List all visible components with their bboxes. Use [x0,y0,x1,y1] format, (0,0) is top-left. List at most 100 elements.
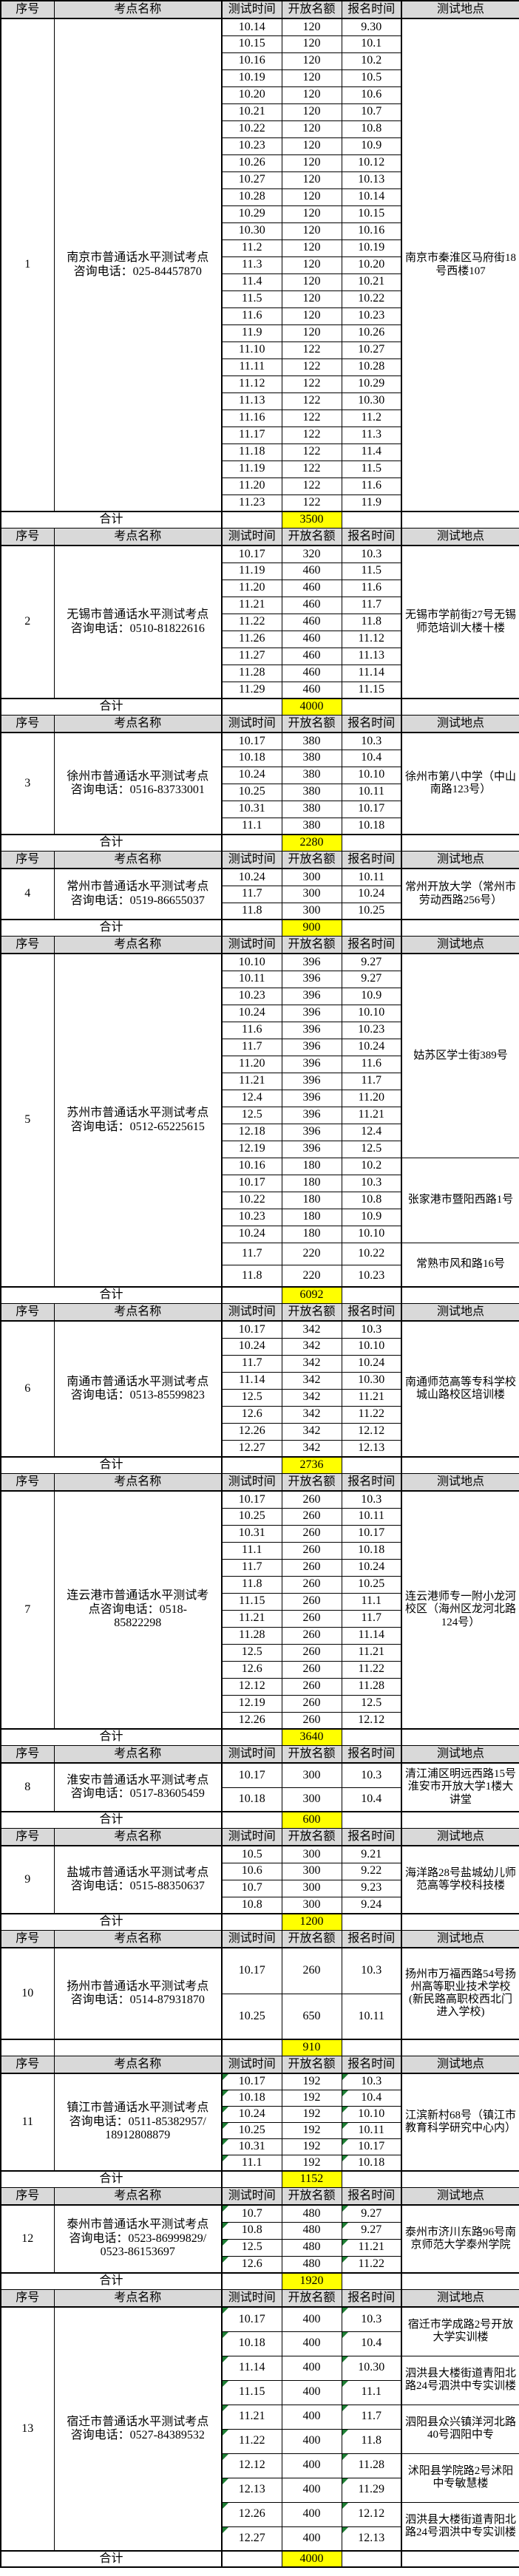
section-header-row: 序号 考点名称 测试时间 开放名额 报名时间 测试地点 [0,1827,519,1846]
flag-triangle-icon [223,2123,228,2129]
test-date-cell: 10.17 [221,1174,282,1192]
total-label: 合计 [0,2170,223,2188]
quota-cell: 300 [281,1845,342,1863]
registration-date-cell: 11.28 [341,1677,402,1696]
total-quota-cell: 900 [281,919,342,937]
site-name: 南京市普通话水平测试考点 咨询电话：025-84457870 [53,18,223,512]
registration-date-cell: 10.22 [341,1242,402,1265]
test-date-cell: 10.22 [221,120,282,138]
registration-date-cell: 11.8 [341,2428,402,2454]
test-location-cell: 南京市秦淮区马府街18号西楼107 [401,18,519,512]
quota-cell: 460 [281,681,342,699]
column-header: 开放名额 [281,527,342,546]
total-quota-cell: 4000 [281,2550,342,2568]
test-date-cell: 11.21 [221,596,282,614]
test-date-cell: 11.27 [221,647,282,665]
registration-date-cell: 11.5 [341,460,402,478]
flag-triangle-icon [342,2074,348,2080]
quota-cell: 480 [281,2204,342,2223]
total-empty-cell [401,511,519,529]
test-date-cell: 10.31 [221,1524,282,1543]
registration-date-cell: 10.10 [341,1337,402,1356]
registration-date-cell: 10.8 [341,1191,402,1209]
column-header: 开放名额 [281,1929,342,1948]
column-header: 测试时间 [221,1929,282,1948]
test-date-cell: 10.23 [221,1208,282,1226]
column-header: 报名时间 [341,2288,402,2308]
test-date-cell: 11.2 [221,239,282,257]
total-empty-cell [221,1913,282,1931]
column-header: 测试地点 [401,2055,519,2074]
test-date-cell: 10.20 [221,86,282,104]
total-empty-cell [221,698,282,716]
quota-cell: 122 [281,494,342,512]
quota-cell: 180 [281,1225,342,1243]
test-date-cell: 10.8 [221,1896,282,1914]
test-date-cell: 12.5 [221,1106,282,1124]
quota-cell: 120 [281,188,342,206]
registration-date-cell: 10.3 [341,732,402,750]
total-label: 合计 [0,511,223,529]
data-row: 12.6 480 11.22 [1,2255,519,2274]
data-row: 10.24 342 10.10 [1,1337,519,1356]
column-header: 测试时间 [221,935,282,954]
quota-cell: 400 [281,2404,342,2430]
test-date-cell: 12.6 [221,1660,282,1679]
registration-date-cell: 11.13 [341,647,402,665]
data-row: 10.29 120 10.15 [1,205,519,223]
data-row: 2 无锡市普通话水平测试考点 咨询电话：0510-81822616 10.17 320 1… [0,545,519,699]
test-location-cell: 泗洪县大楼街道青阳北路24号泗洪中专实训楼 [401,2501,519,2552]
data-row: 11.23 122 11.9 [1,494,519,512]
total-row: 合计 4000 [0,2550,519,2568]
test-date-cell: 11.19 [221,562,282,580]
test-date-cell: 11.13 [221,392,282,410]
quota-cell: 396 [281,1055,342,1073]
test-date-cell: 10.25 [221,783,282,801]
column-header: 考点名称 [53,935,223,954]
registration-date-cell: 11.22 [341,2255,402,2274]
quota-cell: 300 [281,1879,342,1897]
data-row: 12.27 400 12.13 [1,2526,519,2552]
test-date-cell: 10.18 [221,749,282,767]
column-header: 序号 [0,1827,55,1846]
site-name: 泰州市普通话水平测试考点 咨询电话：0523-86999829/0523-8615… [53,2204,223,2274]
test-date-cell: 11.3 [221,256,282,274]
test-date-cell: 11.8 [221,1575,282,1594]
registration-date-cell: 11.21 [341,2238,402,2257]
column-header: 考点名称 [53,2055,223,2074]
column-header: 报名时间 [341,1929,402,1948]
column-header: 报名时间 [341,527,402,546]
test-date-cell: 10.29 [221,205,282,223]
column-header: 开放名额 [281,1472,342,1492]
registration-date-cell: 10.3 [341,545,402,563]
data-row: 6 南通市普通话水平测试考点 咨询电话：0513-85599823 10.17 342 1… [0,1320,519,1458]
registration-date-cell: 10.30 [341,2355,402,2381]
column-header: 序号 [0,2186,55,2206]
column-header: 序号 [0,714,55,733]
site-name-line: 连云港市普通话水平测试考 [67,1589,209,1603]
test-date-cell: 10.11 [221,970,282,988]
registration-date-cell: 10.18 [341,817,402,835]
data-row: 11.10 122 10.27 [1,341,519,359]
total-quota-cell: 600 [281,1811,342,1829]
test-date-cell: 10.10 [221,953,282,971]
column-header: 考点名称 [53,2288,223,2308]
site-name-line: 常州市普通话水平测试考点 [67,880,209,894]
quota-cell: 260 [281,1947,342,1994]
test-date-cell: 12.26 [221,1711,282,1730]
quota-cell: 122 [281,341,342,359]
section-header-row: 序号 考点名称 测试时间 开放名额 报名时间 测试地点 [0,527,519,546]
data-row: 10.17 180 10.3 [1,1174,519,1192]
test-date-cell: 11.7 [221,885,282,903]
registration-date-cell: 11.9 [341,494,402,512]
test-date-cell: 12.13 [221,2477,282,2503]
registration-date-cell: 11.7 [341,1609,402,1628]
data-row: 12.12 260 11.28 [1,1677,519,1696]
quota-cell: 122 [281,392,342,410]
test-date-cell: 10.17 [221,545,282,563]
test-date-cell: 10.27 [221,171,282,189]
data-row: 10.26 120 10.12 [1,154,519,172]
registration-date-cell: 11.21 [341,1643,402,1662]
registration-date-cell: 10.22 [341,290,402,308]
quota-cell: 122 [281,426,342,444]
